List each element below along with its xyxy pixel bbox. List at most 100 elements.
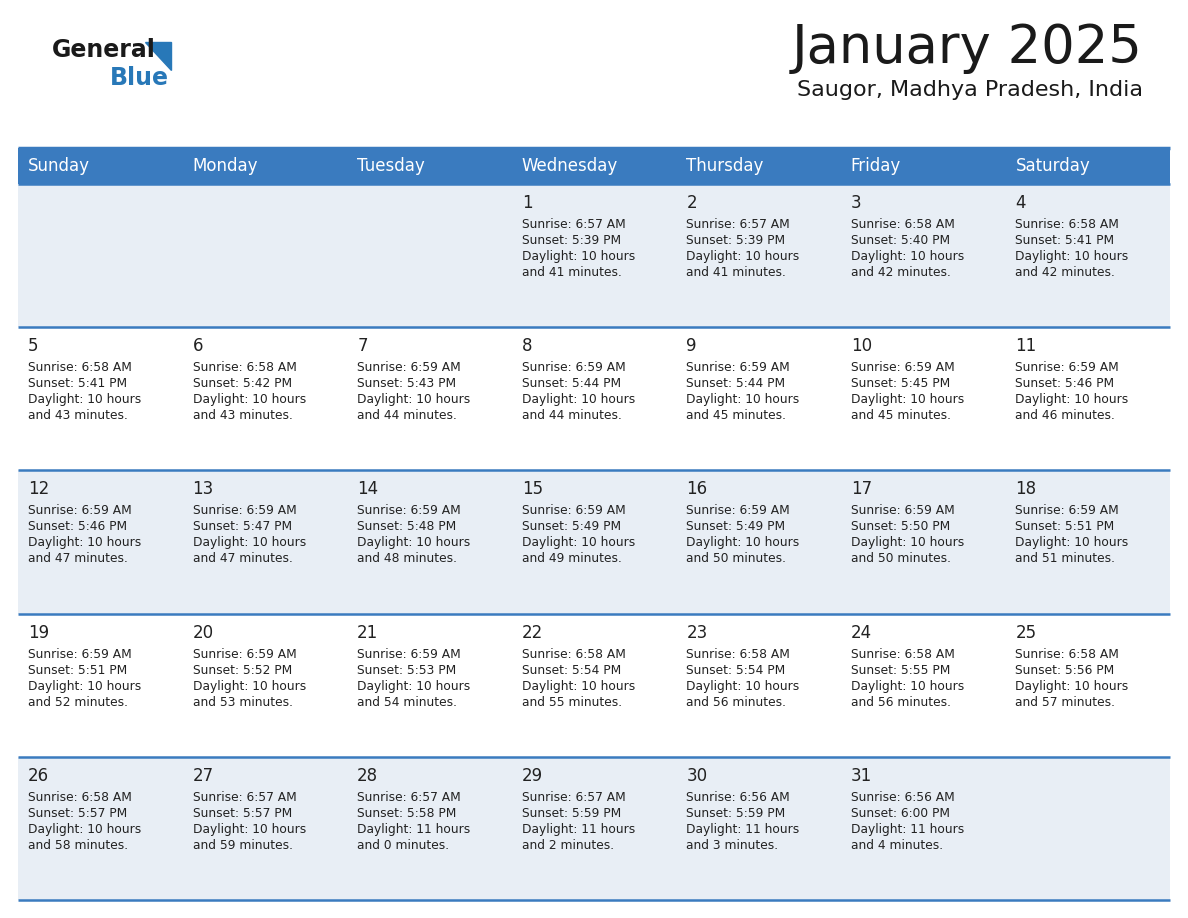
Text: Sunset: 5:42 PM: Sunset: 5:42 PM xyxy=(192,377,292,390)
Text: and 43 minutes.: and 43 minutes. xyxy=(29,409,128,422)
Text: Daylight: 10 hours: Daylight: 10 hours xyxy=(29,393,141,406)
Bar xyxy=(18,756,1170,900)
Text: Sunrise: 6:59 AM: Sunrise: 6:59 AM xyxy=(851,361,955,375)
Text: 28: 28 xyxy=(358,767,378,785)
Text: Daylight: 10 hours: Daylight: 10 hours xyxy=(29,679,141,692)
Text: Sunrise: 6:58 AM: Sunrise: 6:58 AM xyxy=(1016,218,1119,231)
Text: Sunset: 5:48 PM: Sunset: 5:48 PM xyxy=(358,521,456,533)
Text: Sunrise: 6:56 AM: Sunrise: 6:56 AM xyxy=(687,790,790,804)
Text: and 51 minutes.: and 51 minutes. xyxy=(1016,553,1116,565)
Text: Daylight: 10 hours: Daylight: 10 hours xyxy=(1016,393,1129,406)
Text: 25: 25 xyxy=(1016,623,1037,642)
Text: 1: 1 xyxy=(522,194,532,212)
Text: Sunrise: 6:59 AM: Sunrise: 6:59 AM xyxy=(1016,504,1119,518)
Text: Sunset: 5:49 PM: Sunset: 5:49 PM xyxy=(522,521,621,533)
Text: Saugor, Madhya Pradesh, India: Saugor, Madhya Pradesh, India xyxy=(797,80,1143,100)
Text: and 43 minutes.: and 43 minutes. xyxy=(192,409,292,422)
Text: Sunset: 5:41 PM: Sunset: 5:41 PM xyxy=(29,377,127,390)
Text: Daylight: 10 hours: Daylight: 10 hours xyxy=(1016,250,1129,263)
Text: Sunrise: 6:59 AM: Sunrise: 6:59 AM xyxy=(192,647,296,661)
Text: Sunrise: 6:59 AM: Sunrise: 6:59 AM xyxy=(29,647,132,661)
Text: Blue: Blue xyxy=(110,66,169,90)
Text: Sunrise: 6:59 AM: Sunrise: 6:59 AM xyxy=(522,504,625,518)
Text: and 58 minutes.: and 58 minutes. xyxy=(29,839,128,852)
Text: Sunrise: 6:57 AM: Sunrise: 6:57 AM xyxy=(522,218,625,231)
Text: 11: 11 xyxy=(1016,337,1037,355)
Text: 29: 29 xyxy=(522,767,543,785)
Text: 5: 5 xyxy=(29,337,38,355)
Text: and 46 minutes.: and 46 minutes. xyxy=(1016,409,1116,422)
Text: Daylight: 10 hours: Daylight: 10 hours xyxy=(687,250,800,263)
Text: Sunset: 5:46 PM: Sunset: 5:46 PM xyxy=(29,521,127,533)
Text: and 54 minutes.: and 54 minutes. xyxy=(358,696,457,709)
Text: 13: 13 xyxy=(192,480,214,498)
Text: Daylight: 10 hours: Daylight: 10 hours xyxy=(358,679,470,692)
Text: Sunset: 5:44 PM: Sunset: 5:44 PM xyxy=(522,377,621,390)
Text: Sunset: 5:39 PM: Sunset: 5:39 PM xyxy=(687,234,785,247)
Bar xyxy=(18,184,1170,327)
Text: Sunset: 5:49 PM: Sunset: 5:49 PM xyxy=(687,521,785,533)
Text: and 55 minutes.: and 55 minutes. xyxy=(522,696,621,709)
Text: Sunset: 5:57 PM: Sunset: 5:57 PM xyxy=(192,807,292,820)
Text: 30: 30 xyxy=(687,767,707,785)
Text: Daylight: 10 hours: Daylight: 10 hours xyxy=(358,393,470,406)
Text: and 0 minutes.: and 0 minutes. xyxy=(358,839,449,852)
Bar xyxy=(18,148,1170,184)
Text: Saturday: Saturday xyxy=(1016,157,1091,175)
Text: Sunrise: 6:58 AM: Sunrise: 6:58 AM xyxy=(1016,647,1119,661)
Text: Sunrise: 6:59 AM: Sunrise: 6:59 AM xyxy=(851,504,955,518)
Text: Sunset: 5:43 PM: Sunset: 5:43 PM xyxy=(358,377,456,390)
Text: Sunrise: 6:59 AM: Sunrise: 6:59 AM xyxy=(687,361,790,375)
Text: Sunrise: 6:59 AM: Sunrise: 6:59 AM xyxy=(522,361,625,375)
Text: Sunrise: 6:57 AM: Sunrise: 6:57 AM xyxy=(192,790,296,804)
Text: Sunrise: 6:58 AM: Sunrise: 6:58 AM xyxy=(687,647,790,661)
Text: Sunset: 5:40 PM: Sunset: 5:40 PM xyxy=(851,234,950,247)
Text: Daylight: 10 hours: Daylight: 10 hours xyxy=(687,679,800,692)
Text: 15: 15 xyxy=(522,480,543,498)
Polygon shape xyxy=(145,42,171,70)
Text: Sunrise: 6:59 AM: Sunrise: 6:59 AM xyxy=(192,504,296,518)
Text: 20: 20 xyxy=(192,623,214,642)
Text: Sunset: 5:41 PM: Sunset: 5:41 PM xyxy=(1016,234,1114,247)
Text: 18: 18 xyxy=(1016,480,1037,498)
Text: Sunrise: 6:59 AM: Sunrise: 6:59 AM xyxy=(358,647,461,661)
Text: and 59 minutes.: and 59 minutes. xyxy=(192,839,292,852)
Text: Sunrise: 6:58 AM: Sunrise: 6:58 AM xyxy=(851,218,955,231)
Text: Daylight: 10 hours: Daylight: 10 hours xyxy=(687,393,800,406)
Text: Sunset: 5:54 PM: Sunset: 5:54 PM xyxy=(687,664,785,677)
Text: 22: 22 xyxy=(522,623,543,642)
Text: Thursday: Thursday xyxy=(687,157,764,175)
Text: 27: 27 xyxy=(192,767,214,785)
Text: 8: 8 xyxy=(522,337,532,355)
Text: Daylight: 10 hours: Daylight: 10 hours xyxy=(29,536,141,549)
Text: and 42 minutes.: and 42 minutes. xyxy=(1016,266,1116,279)
Text: Sunset: 5:53 PM: Sunset: 5:53 PM xyxy=(358,664,456,677)
Text: Daylight: 10 hours: Daylight: 10 hours xyxy=(29,823,141,835)
Text: Sunset: 5:55 PM: Sunset: 5:55 PM xyxy=(851,664,950,677)
Text: 12: 12 xyxy=(29,480,49,498)
Text: Daylight: 11 hours: Daylight: 11 hours xyxy=(522,823,634,835)
Text: Sunday: Sunday xyxy=(29,157,90,175)
Text: Daylight: 10 hours: Daylight: 10 hours xyxy=(522,250,634,263)
Text: 3: 3 xyxy=(851,194,861,212)
Text: Daylight: 10 hours: Daylight: 10 hours xyxy=(1016,679,1129,692)
Text: and 4 minutes.: and 4 minutes. xyxy=(851,839,943,852)
Text: 17: 17 xyxy=(851,480,872,498)
Text: 10: 10 xyxy=(851,337,872,355)
Text: 19: 19 xyxy=(29,623,49,642)
Text: 23: 23 xyxy=(687,623,708,642)
Text: and 3 minutes.: and 3 minutes. xyxy=(687,839,778,852)
Text: Sunset: 5:51 PM: Sunset: 5:51 PM xyxy=(1016,521,1114,533)
Text: Daylight: 11 hours: Daylight: 11 hours xyxy=(687,823,800,835)
Text: Daylight: 10 hours: Daylight: 10 hours xyxy=(192,536,305,549)
Text: January 2025: January 2025 xyxy=(792,22,1143,74)
Text: 6: 6 xyxy=(192,337,203,355)
Text: 16: 16 xyxy=(687,480,707,498)
Text: Sunrise: 6:57 AM: Sunrise: 6:57 AM xyxy=(358,790,461,804)
Text: and 44 minutes.: and 44 minutes. xyxy=(358,409,457,422)
Text: Sunset: 5:52 PM: Sunset: 5:52 PM xyxy=(192,664,292,677)
Text: Daylight: 10 hours: Daylight: 10 hours xyxy=(687,536,800,549)
Text: Sunrise: 6:58 AM: Sunrise: 6:58 AM xyxy=(522,647,626,661)
Text: Wednesday: Wednesday xyxy=(522,157,618,175)
Text: and 56 minutes.: and 56 minutes. xyxy=(851,696,950,709)
